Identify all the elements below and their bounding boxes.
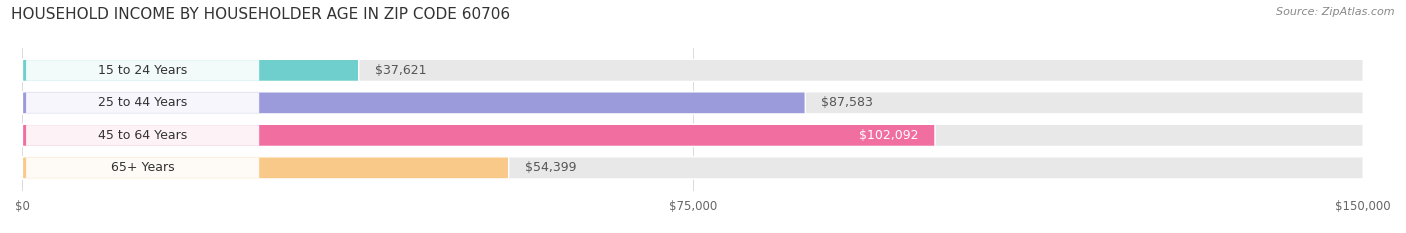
- FancyBboxPatch shape: [22, 157, 509, 179]
- FancyBboxPatch shape: [27, 60, 259, 80]
- Text: $54,399: $54,399: [524, 161, 576, 174]
- Text: 25 to 44 Years: 25 to 44 Years: [98, 96, 187, 109]
- FancyBboxPatch shape: [22, 157, 1364, 179]
- FancyBboxPatch shape: [27, 125, 259, 145]
- Text: 45 to 64 Years: 45 to 64 Years: [98, 129, 187, 142]
- FancyBboxPatch shape: [22, 59, 1364, 81]
- FancyBboxPatch shape: [22, 92, 1364, 114]
- FancyBboxPatch shape: [22, 92, 806, 114]
- FancyBboxPatch shape: [22, 124, 1364, 146]
- FancyBboxPatch shape: [27, 158, 259, 178]
- FancyBboxPatch shape: [27, 93, 259, 113]
- Text: 65+ Years: 65+ Years: [111, 161, 174, 174]
- Text: HOUSEHOLD INCOME BY HOUSEHOLDER AGE IN ZIP CODE 60706: HOUSEHOLD INCOME BY HOUSEHOLDER AGE IN Z…: [11, 7, 510, 22]
- Text: Source: ZipAtlas.com: Source: ZipAtlas.com: [1277, 7, 1395, 17]
- Text: $37,621: $37,621: [375, 64, 426, 77]
- FancyBboxPatch shape: [22, 124, 935, 146]
- FancyBboxPatch shape: [22, 59, 359, 81]
- Text: $87,583: $87,583: [821, 96, 873, 109]
- Text: $102,092: $102,092: [859, 129, 920, 142]
- Text: 15 to 24 Years: 15 to 24 Years: [98, 64, 187, 77]
